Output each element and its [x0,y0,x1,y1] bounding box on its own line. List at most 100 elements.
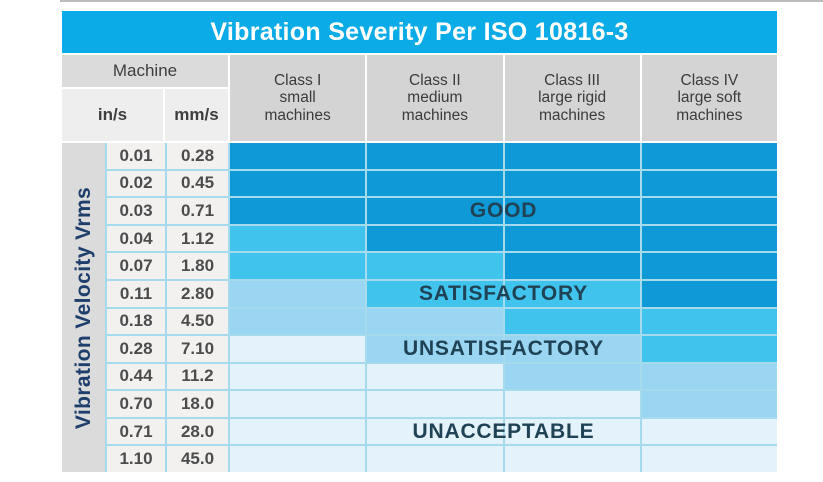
table-header: Machine in/s mm/s Class I small machines… [62,55,777,141]
in-s-value-row3: 0.03 [107,198,165,224]
zone-cell-r12-class3 [504,446,640,472]
class-name: Class II [409,71,461,89]
mm-s-value-row5: 1.80 [167,253,228,279]
zone-cell-r7-class1 [230,308,366,335]
in-s-value-row9: 0.44 [107,363,165,390]
zone-cell-r2-class2 [367,170,503,197]
mm-s-value-row2: 0.45 [167,170,228,197]
zone-cell-r10-class2 [367,391,503,417]
severity-table: Vibration Severity Per ISO 10816-3 Machi… [62,11,777,472]
class-desc: machines [264,106,331,124]
zone-cell-r4-class3 [504,225,640,252]
in-s-value-row8: 0.28 [107,336,165,362]
column-header-class-3: Class III large rigid machines [504,55,640,141]
zone-cell-r5-class3 [504,253,640,279]
in-s-value-row12: 1.10 [107,446,165,472]
in-s-value-row5: 0.07 [107,253,165,279]
zone-cell-r11-class4 [641,418,777,445]
class-desc: large rigid [538,89,607,107]
column-header-class-4: Class IV large soft machines [641,55,777,141]
in-s-value-row11: 0.71 [107,418,165,445]
mm-s-value-row7: 4.50 [167,308,228,335]
mm-s-value-row10: 18.0 [167,391,228,417]
in-s-value-row1: 0.01 [107,143,165,169]
zone-cell-r9-class2 [367,363,503,390]
zone-cell-r10-class3 [504,391,640,417]
zone-cell-r2-class1 [230,170,366,197]
zone-cell-r1-class4 [641,143,777,169]
zone-cell-r3-class2 [367,198,503,224]
zone-cell-r6-class1 [230,280,366,307]
in-s-value-row7: 0.18 [107,308,165,335]
zone-cell-r8-class3 [504,336,640,362]
zone-cell-r3-class4 [641,198,777,224]
y-axis-label: Vibration Velocity Vrms [71,186,95,429]
mm-s-value-row12: 45.0 [167,446,228,472]
zone-cell-r7-class3 [504,308,640,335]
zone-cell-r11-class1 [230,418,366,445]
zone-cell-r2-class4 [641,170,777,197]
zone-cell-r4-class2 [367,225,503,252]
in-s-value-row2: 0.02 [107,170,165,197]
zone-cell-r3-class3 [504,198,640,224]
zone-cell-r10-class4 [641,391,777,417]
class-name: Class III [544,71,601,89]
unit-header-row: in/s mm/s [62,89,228,141]
mm-s-value-row8: 7.10 [167,336,228,362]
in-s-value-row4: 0.04 [107,225,165,252]
chart-title-bar: Vibration Severity Per ISO 10816-3 [62,11,777,53]
class-desc: machines [538,106,606,124]
class-desc: large soft [677,89,742,107]
screen-top-edge-line [60,0,823,2]
column-header-class-2: Class II medium machines [367,55,503,141]
class-desc: machines [401,106,469,124]
zone-cell-r5-class4 [641,253,777,279]
zone-cell-r11-class2 [367,418,503,445]
zone-cell-r9-class3 [504,363,640,390]
mm-s-value-row1: 0.28 [167,143,228,169]
in-s-value-row6: 0.11 [107,280,165,307]
zone-cell-r8-class4 [641,336,777,362]
zone-cell-r12-class2 [367,446,503,472]
mm-s-value-row11: 28.0 [167,418,228,445]
severity-grid: 0.01 0.28 0.02 0.45 0.03 0.71 0.04 1.12 0.07 1.80… [105,143,777,472]
zone-cell-r7-class2 [367,308,503,335]
class-desc: small [279,89,316,107]
class-desc: medium [407,89,463,107]
class-name: Class I [273,71,322,89]
zone-cell-r5-class2 [367,253,503,279]
in-s-value-row10: 0.70 [107,391,165,417]
zone-cell-r4-class4 [641,225,777,252]
class-name: Class IV [680,71,739,89]
zone-cell-r6-class2 [367,280,503,307]
zone-cell-r12-class4 [641,446,777,472]
zone-cell-r1-class3 [504,143,640,169]
zone-cell-r5-class1 [230,253,366,279]
zone-cell-r11-class3 [504,418,640,445]
chart-title: Vibration Severity Per ISO 10816-3 [210,17,629,46]
zone-cell-r8-class1 [230,336,366,362]
zone-cell-r9-class1 [230,363,366,390]
zone-cell-r6-class4 [641,280,777,307]
unit-in-s-cell: in/s [62,89,163,141]
zone-cell-r7-class4 [641,308,777,335]
zone-cell-r10-class1 [230,391,366,417]
machine-header-block: Machine in/s mm/s [62,55,228,141]
zone-cell-r8-class2 [367,336,503,362]
zone-cell-r4-class1 [230,225,366,252]
class-desc: machines [676,106,743,124]
zone-cell-r12-class1 [230,446,366,472]
column-header-class-1: Class I small machines [230,55,366,141]
zone-cell-r9-class4 [641,363,777,390]
mm-s-value-row3: 0.71 [167,198,228,224]
zone-cell-r6-class3 [504,280,640,307]
zone-cell-r1-class1 [230,143,366,169]
mm-s-value-row9: 11.2 [167,363,228,390]
zone-cell-r1-class2 [367,143,503,169]
machine-header-cell: Machine [62,55,228,87]
zone-cell-r3-class1 [230,198,366,224]
y-axis-strip: Vibration Velocity Vrms [62,143,105,472]
mm-s-value-row4: 1.12 [167,225,228,252]
zone-cell-r2-class3 [504,170,640,197]
mm-s-value-row6: 2.80 [167,280,228,307]
